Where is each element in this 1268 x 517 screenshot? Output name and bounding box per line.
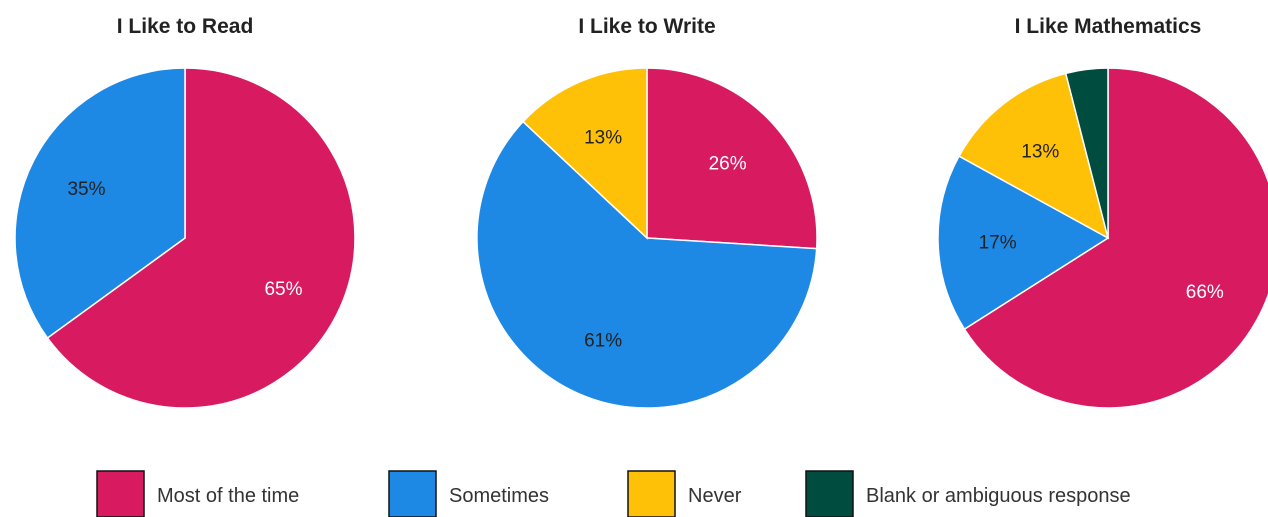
slice-label-never: 13%: [584, 128, 622, 149]
legend-label: Most of the time: [157, 485, 299, 507]
legend-swatch: [96, 470, 145, 517]
pie-slice-never: [522, 67, 648, 240]
legend-swatch: [627, 470, 676, 517]
pie-slice-blank-or-ambiguous-response: [1064, 67, 1109, 239]
legend-item-most-of-the-time: Most of the time: [96, 470, 299, 517]
legend-label: Blank or ambiguous response: [866, 485, 1131, 507]
legend: Most of the time Sometimes Never Blank or a…: [96, 470, 1131, 517]
pie-slice-sometimes: [476, 120, 818, 409]
slice-label-most-of-the-time: 66%: [1186, 282, 1224, 303]
chart-title: I Like Mathematics: [1015, 15, 1202, 38]
slice-label-sometimes: 35%: [67, 179, 105, 200]
legend-item-never: Never: [627, 470, 742, 517]
legend-swatch: [805, 470, 854, 517]
pie-chart-i-like-to-read: I Like to Read 65% 35%: [14, 15, 356, 409]
slice-label-sometimes: 17%: [979, 233, 1017, 254]
pie-slice-most-of-the-time: [963, 67, 1268, 409]
slice-label-most-of-the-time: 65%: [264, 279, 302, 300]
pie-slice-most-of-the-time: [46, 67, 356, 409]
pie-slice-never: [958, 72, 1110, 240]
legend-swatch: [388, 470, 437, 517]
legend-label: Sometimes: [449, 485, 549, 507]
pie-slice-sometimes: [937, 155, 1110, 331]
pie-slice-sometimes: [14, 67, 186, 339]
pie-chart-i-like-mathematics: I Like Mathematics 66% 17% 13%: [937, 15, 1268, 409]
chart-title: I Like to Read: [117, 15, 254, 38]
legend-label: Never: [688, 485, 742, 507]
slice-label-sometimes: 61%: [584, 330, 622, 351]
legend-item-blank-or-ambiguous-response: Blank or ambiguous response: [805, 470, 1131, 517]
pie-chart-i-like-to-write: I Like to Write 26% 61% 13%: [476, 15, 818, 409]
pie-slice-most-of-the-time: [646, 67, 818, 250]
chart-title: I Like to Write: [578, 15, 715, 38]
slice-label-most-of-the-time: 26%: [709, 153, 747, 174]
slice-label-never: 13%: [1021, 142, 1059, 163]
legend-item-sometimes: Sometimes: [388, 470, 549, 517]
charts-group: I Like to Read 65% 35% I Like to Write 26% 61…: [14, 15, 1268, 409]
